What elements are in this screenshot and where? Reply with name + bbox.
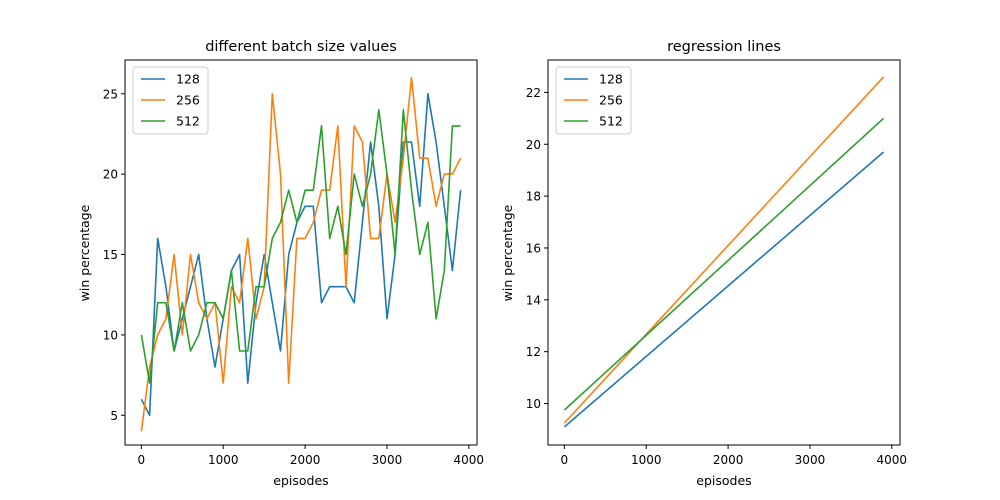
x-tick-label: 1000 xyxy=(631,453,662,467)
axes-frame xyxy=(547,59,901,446)
y-tick-label: 20 xyxy=(526,138,541,152)
right-chart: regression lines 0 1000 2000 3000 4000 10 12 14… xyxy=(500,39,907,488)
y-axis-label: win percentage xyxy=(77,204,92,301)
plot-area: 0 1000 2000 3000 4000 10 12 14 16 18 20 22 128 256 512 xyxy=(526,59,908,467)
plot-area: 0 1000 2000 3000 4000 5 10 15 20 25 128 256 512 xyxy=(103,59,485,467)
y-tick-label: 10 xyxy=(103,328,118,342)
y-tick-label: 22 xyxy=(526,86,541,100)
y-tick-label: 20 xyxy=(103,168,118,182)
series-line-256 xyxy=(140,76,462,432)
y-tick-label: 16 xyxy=(526,241,541,255)
legend-label-512: 512 xyxy=(599,114,623,129)
axes-frame xyxy=(124,59,478,446)
y-tick-label: 10 xyxy=(526,397,541,411)
series-line-128 xyxy=(140,93,462,417)
y-tick-label: 18 xyxy=(526,190,541,204)
series-line-512 xyxy=(563,117,885,411)
x-axis-label: episodes xyxy=(273,473,328,488)
legend-label-128: 128 xyxy=(176,72,200,87)
legend-label-256: 256 xyxy=(599,93,623,108)
chart-title: regression lines xyxy=(667,39,781,55)
y-tick-label: 12 xyxy=(526,345,541,359)
series-line-512 xyxy=(140,109,461,384)
legend-label-128: 128 xyxy=(599,72,623,87)
y-tick-label: 14 xyxy=(526,293,541,307)
legend: 128 256 512 xyxy=(132,66,209,135)
x-tick-label: 3000 xyxy=(372,453,403,467)
legend: 128 256 512 xyxy=(555,66,632,135)
x-tick-label: 0 xyxy=(138,453,146,467)
chart-title: different batch size values xyxy=(205,39,397,55)
x-tick-label: 1000 xyxy=(208,453,239,467)
x-tick-label: 4000 xyxy=(877,453,908,467)
x-tick-label: 2000 xyxy=(713,453,744,467)
x-tick-label: 4000 xyxy=(454,453,485,467)
left-chart: different batch size values 0 1000 2000 300… xyxy=(77,39,484,488)
legend-label-256: 256 xyxy=(176,93,200,108)
series-line-256 xyxy=(563,76,885,424)
x-tick-label: 2000 xyxy=(290,453,321,467)
y-tick-label: 15 xyxy=(103,248,118,262)
legend-box xyxy=(555,66,632,135)
x-tick-label: 3000 xyxy=(795,453,826,467)
legend-box xyxy=(132,66,209,135)
y-tick-label: 25 xyxy=(103,87,118,101)
x-tick-label: 0 xyxy=(561,453,569,467)
x-axis-label: episodes xyxy=(696,473,751,488)
legend-label-512: 512 xyxy=(176,114,200,129)
y-axis-label: win percentage xyxy=(500,204,515,301)
y-tick-label: 5 xyxy=(110,409,118,423)
series-line-128 xyxy=(563,151,885,428)
